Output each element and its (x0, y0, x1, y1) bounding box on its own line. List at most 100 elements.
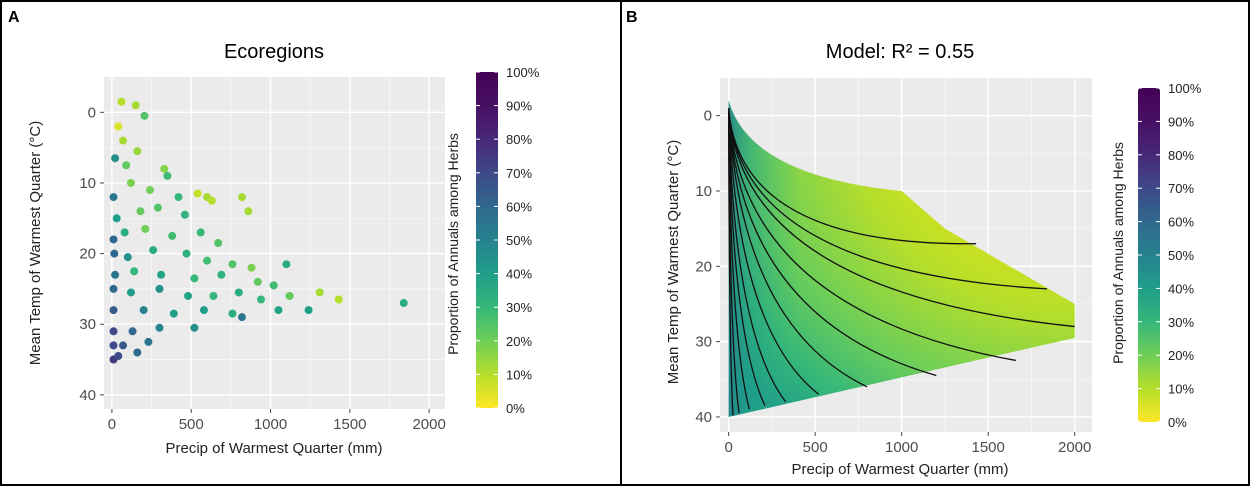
scatter-point (111, 154, 120, 163)
panel-b-x-tick-label: 0 (724, 439, 732, 456)
panel-b-title: Model: R² = 0.55 (826, 41, 974, 63)
contour-line (728, 108, 868, 388)
scatter-point (130, 267, 139, 276)
panel-b-colorbar-tick-label: 90% (1168, 114, 1194, 129)
scatter-point (139, 306, 148, 315)
scatter-point (190, 274, 199, 283)
panel-a-colorbar-tick-label: 10% (506, 367, 532, 382)
panel-a: A Ecoregions 0 500 1000 1500 2000 0 10 20 30 40 P… (8, 9, 540, 457)
scatter-point (114, 352, 123, 361)
panel-b-colorbar-tick-label: 80% (1168, 148, 1194, 163)
scatter-point (190, 323, 199, 332)
contour-line (728, 108, 787, 403)
panel-b-x-tick-label: 500 (803, 439, 828, 456)
scatter-point (163, 171, 172, 180)
panel-a-colorbar (476, 72, 498, 408)
panel-a-y-tick-label: 30 (79, 316, 96, 333)
panel-a-points (109, 97, 408, 364)
panel-a-x-tick-label: 0 (108, 416, 116, 433)
scatter-point (157, 270, 166, 279)
panel-a-y-tick-label: 40 (79, 387, 96, 404)
panel-b-colorbar-tick-label: 70% (1168, 181, 1194, 196)
panel-b-model-edge-shade (728, 100, 1075, 417)
scatter-point (209, 291, 218, 300)
contour-line (728, 108, 937, 377)
scatter-point (155, 284, 164, 293)
scatter-point (274, 306, 283, 315)
panel-b-x-tick-label: 2000 (1058, 439, 1091, 456)
panel-a-colorbar-tick-label: 100% (506, 65, 540, 80)
scatter-point (334, 295, 343, 304)
scatter-point (109, 235, 118, 244)
scatter-point (133, 348, 142, 357)
scatter-point (237, 193, 246, 202)
panel-a-y-tick-label: 10 (79, 175, 96, 192)
contour-line (728, 108, 1016, 362)
scatter-point (399, 299, 408, 308)
scatter-point (136, 207, 145, 216)
panel-a-x-axis-label: Precip of Warmest Quarter (mm) (166, 440, 383, 457)
scatter-point (253, 277, 262, 286)
scatter-point (193, 189, 202, 198)
panel-b-colorbar-tick-label: 0% (1168, 415, 1187, 430)
scatter-point (140, 111, 149, 120)
scatter-point (304, 306, 313, 315)
scatter-point (244, 207, 253, 216)
scatter-point (110, 249, 119, 258)
panel-b-colorbar-tick-label: 40% (1168, 281, 1194, 296)
scatter-point (109, 284, 118, 293)
scatter-point (111, 270, 120, 279)
panel-b-colorbar-tick-label: 60% (1168, 215, 1194, 230)
scatter-point (109, 193, 118, 202)
scatter-point (112, 214, 121, 223)
panel-b-colorbar (1138, 88, 1160, 422)
panel-b-colorbar-tick-label: 10% (1168, 382, 1194, 397)
scatter-point (109, 306, 118, 315)
scatter-point (120, 228, 129, 237)
scatter-point (153, 203, 162, 212)
scatter-point (247, 263, 256, 272)
contour-line (728, 108, 820, 395)
panel-a-x-tick-label: 2000 (412, 416, 445, 433)
scatter-point (114, 122, 123, 131)
scatter-point (196, 228, 205, 237)
scatter-point (169, 309, 178, 318)
panel-a-colorbar-tick-label: 50% (506, 233, 532, 248)
scatter-point (168, 231, 177, 240)
scatter-point (131, 101, 140, 110)
panel-a-y-tick-label: 20 (79, 246, 96, 263)
panel-b: B Model: R² = 0.55 0 500 1000 1500 2000 0 10 20… (626, 9, 1202, 478)
panel-b-y-tick-label: 40 (695, 409, 712, 426)
panel-a-colorbar-tick-label: 20% (506, 334, 532, 349)
panel-a-colorbar-tick-label: 70% (506, 166, 532, 181)
contour-line (728, 108, 1048, 290)
contour-line (728, 108, 734, 416)
panel-b-contours (728, 108, 1075, 416)
scatter-point (109, 327, 118, 336)
scatter-point (123, 253, 132, 262)
panel-b-y-tick-label: 0 (704, 108, 712, 125)
scatter-point (234, 288, 243, 297)
panel-b-y-tick-label: 10 (695, 183, 712, 200)
scatter-point (109, 341, 118, 350)
scatter-point (207, 196, 216, 205)
panel-a-colorbar-tick-label: 80% (506, 132, 532, 147)
panel-b-axes: 0 500 1000 1500 2000 0 10 20 30 40 (695, 108, 1091, 456)
scatter-point (182, 249, 191, 258)
panel-a-legend-title: Proportion of Annuals among Herbs (445, 133, 461, 355)
scatter-point (119, 341, 128, 350)
scatter-point (149, 246, 158, 255)
panel-a-x-tick-label: 500 (179, 416, 204, 433)
panel-b-colorbar-tick-label: 20% (1168, 348, 1194, 363)
scatter-point (141, 224, 150, 233)
panel-a-colorbar-tick-label: 0% (506, 401, 525, 416)
panel-a-title: Ecoregions (224, 41, 324, 63)
scatter-point (214, 239, 223, 247)
panel-a-colorbar-tick-label: 60% (506, 199, 532, 214)
scatter-point (126, 178, 135, 187)
scatter-point (203, 256, 212, 265)
panel-b-colorbar-tick-label: 100% (1168, 81, 1202, 96)
